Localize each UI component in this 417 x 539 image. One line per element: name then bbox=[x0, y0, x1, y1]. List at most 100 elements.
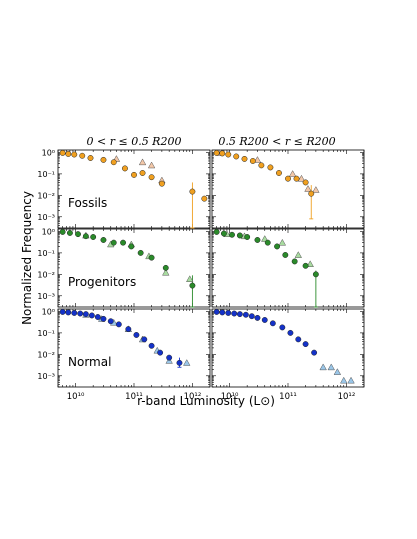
circle-point bbox=[189, 282, 196, 289]
x-tick-label: 10¹² bbox=[184, 392, 202, 402]
triangle-point bbox=[319, 363, 327, 371]
circle-point bbox=[285, 175, 291, 182]
row-label-normal: Normal bbox=[68, 355, 111, 369]
y-axis-label: Normalized Frequency bbox=[20, 191, 34, 325]
y-tick-label: 10⁻² bbox=[37, 191, 55, 200]
circle-point bbox=[258, 162, 265, 169]
y-tick-label: 10⁻³ bbox=[37, 213, 55, 222]
circle-point bbox=[59, 308, 66, 315]
circle-point bbox=[59, 149, 66, 156]
circle-point bbox=[249, 158, 256, 164]
circle-point bbox=[219, 150, 226, 157]
triangle-point bbox=[306, 260, 314, 267]
circle-point bbox=[302, 341, 309, 348]
triangle-point bbox=[304, 185, 312, 192]
panel-fossils-0: 10⁰ 10⁻¹ 10⁻² 10⁻³ Fossils bbox=[37, 148, 211, 229]
circle-point bbox=[302, 262, 309, 269]
circle-point bbox=[100, 156, 107, 163]
x-axis-label: r-band Luminosity (L⊙) bbox=[137, 394, 275, 408]
circle-point bbox=[311, 349, 318, 356]
circle-point bbox=[137, 249, 144, 256]
circle-point bbox=[254, 314, 261, 321]
triangle-point bbox=[147, 161, 156, 169]
circle-point bbox=[148, 254, 155, 261]
circle-point bbox=[229, 231, 235, 238]
circle-point bbox=[312, 271, 319, 278]
triangle-point bbox=[312, 186, 320, 193]
triangle-point bbox=[183, 359, 191, 366]
circle-point bbox=[125, 326, 132, 333]
triangle-point bbox=[297, 174, 306, 182]
panel-frame bbox=[211, 228, 365, 308]
circle-point bbox=[139, 170, 146, 176]
panel-fossils-1 bbox=[211, 149, 365, 229]
circle-point bbox=[233, 153, 240, 160]
circle-point bbox=[131, 171, 137, 178]
y-tick-label: 10⁰ bbox=[42, 227, 55, 236]
circle-point bbox=[133, 332, 140, 338]
circle-point bbox=[213, 308, 220, 315]
circle-point bbox=[269, 320, 276, 327]
circle-point bbox=[71, 151, 78, 158]
circle-point bbox=[241, 155, 248, 162]
circle-point bbox=[77, 310, 84, 317]
circle-point bbox=[264, 239, 271, 246]
circle-point bbox=[302, 179, 309, 186]
circle-point bbox=[267, 164, 274, 171]
circle-point bbox=[308, 190, 315, 197]
panel-frame bbox=[57, 308, 211, 388]
circle-point bbox=[248, 313, 255, 320]
circle-point bbox=[79, 152, 86, 159]
circle-point bbox=[293, 175, 300, 182]
triangle-point bbox=[138, 158, 147, 166]
triangle-point bbox=[347, 376, 355, 384]
panel-frame bbox=[211, 308, 365, 388]
circle-point bbox=[254, 237, 261, 243]
circle-point bbox=[88, 312, 95, 319]
circle-point bbox=[141, 336, 148, 343]
triangle-point bbox=[333, 368, 342, 375]
circle-point bbox=[162, 264, 169, 271]
circle-point bbox=[219, 309, 226, 316]
circle-point bbox=[157, 349, 164, 356]
circle-point bbox=[236, 232, 243, 239]
circle-point bbox=[90, 234, 97, 240]
y-tick-label: 10⁻³ bbox=[37, 372, 55, 381]
row-label-progenitors: Progenitors bbox=[68, 275, 136, 289]
y-tick-label: 10⁻³ bbox=[37, 292, 55, 301]
circle-point bbox=[287, 329, 294, 336]
circle-point bbox=[120, 239, 127, 246]
x-tick-label: 10¹¹ bbox=[279, 392, 297, 402]
panel-frame bbox=[57, 228, 211, 308]
circle-point bbox=[158, 180, 165, 187]
circle-point bbox=[110, 239, 117, 246]
triangle-point bbox=[162, 268, 170, 276]
panel-frame bbox=[57, 149, 211, 229]
circle-point bbox=[220, 230, 227, 237]
circle-point bbox=[279, 324, 286, 331]
y-tick-label: 10⁰ bbox=[42, 148, 55, 157]
panel-normal-0: 10⁰ 10⁻¹ 10⁻² 10⁻³ 10¹⁰ 10¹¹ 10¹² Normal bbox=[37, 307, 211, 402]
triangle-point bbox=[253, 156, 262, 163]
circle-point bbox=[107, 318, 114, 325]
y-tick-label: 10⁰ bbox=[42, 307, 55, 316]
circle-point bbox=[274, 243, 281, 250]
column-title-inner: 0 < r ≤ 0.5 R200 bbox=[87, 135, 182, 148]
circle-point bbox=[295, 336, 302, 343]
triangle-point bbox=[294, 251, 303, 258]
circle-point bbox=[65, 309, 72, 316]
circle-point bbox=[225, 310, 232, 316]
triangle-point bbox=[288, 170, 297, 177]
circle-point bbox=[122, 165, 128, 172]
circle-point bbox=[128, 243, 135, 250]
circle-point bbox=[110, 159, 117, 166]
circle-point bbox=[94, 314, 101, 320]
y-tick-label: 10⁻¹ bbox=[37, 170, 55, 179]
circle-point bbox=[148, 342, 155, 349]
circle-point bbox=[82, 233, 89, 240]
x-tick-label: 10¹¹ bbox=[125, 392, 143, 402]
panel-frame bbox=[211, 149, 365, 229]
circle-point bbox=[189, 188, 196, 195]
circle-point bbox=[291, 258, 298, 265]
